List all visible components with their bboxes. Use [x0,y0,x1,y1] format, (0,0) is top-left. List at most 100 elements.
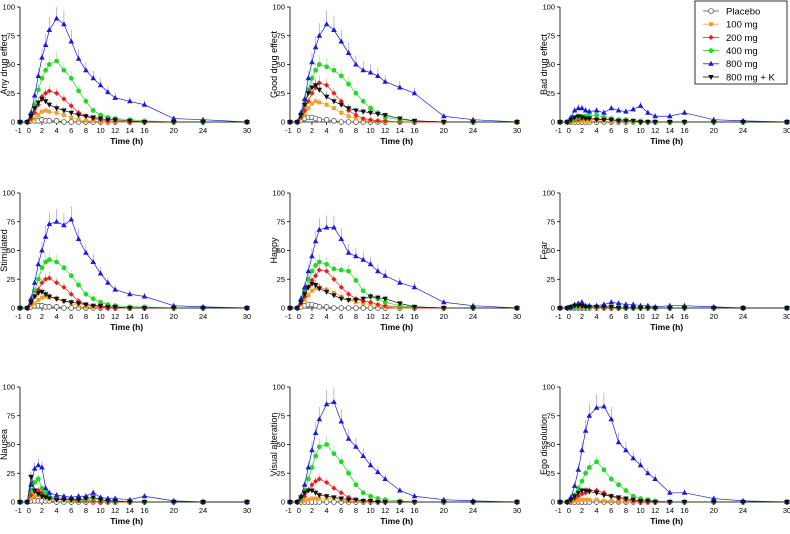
data-point [440,113,447,119]
data-point [579,488,585,494]
x-tick-label: 4 [595,126,599,135]
data-point [360,498,367,504]
x-tick-label: 10 [366,506,374,515]
data-point [127,118,133,124]
data-point [76,117,81,122]
data-point [54,90,60,96]
data-point [105,89,111,95]
data-point [338,119,345,125]
x-tick-label: 4 [325,506,329,515]
data-point [564,120,571,125]
y-tick-label: 50 [7,440,15,449]
x-tick-label: 2 [40,312,44,321]
data-point [39,109,44,114]
data-point [514,500,520,505]
data-point [346,470,351,476]
y-tick-label: 75 [547,411,555,420]
data-point [324,82,330,88]
data-point [345,291,352,297]
data-point [681,500,688,505]
y-tick-label: 0 [281,118,285,127]
data-point [35,276,41,282]
data-point [68,305,75,311]
series-d800k [287,78,520,125]
data-point [43,259,49,265]
data-point [43,67,49,73]
y-tick-label: 0 [281,498,285,507]
x-tick-label: 6 [339,312,343,321]
x-tick-label: 4 [595,506,599,515]
data-point [287,120,293,125]
data-point [141,500,148,505]
x-tick-label: 0 [27,312,31,321]
data-point [170,120,177,125]
data-point [353,108,359,114]
data-point [382,296,388,302]
x-tick-label: 16 [410,506,418,515]
series-d800k [17,93,250,125]
data-point [440,306,447,311]
series-d200 [17,272,250,311]
data-point [375,118,381,124]
data-point [345,497,352,503]
x-tick-label: 10 [636,126,644,135]
x-tick-label: 20 [170,126,178,135]
y-tick-label: 75 [547,31,555,40]
x-tick-label: 14 [396,312,404,321]
x-tick-label: 24 [739,312,747,321]
data-point [710,500,717,505]
x-tick-label: 30 [783,312,790,321]
data-point [39,265,45,271]
data-point [608,299,615,305]
y-tick-label: 100 [542,383,555,392]
data-point [345,249,352,255]
x-tick-label: 6 [609,126,613,135]
data-point [35,491,42,497]
legend-marker [708,8,714,14]
data-point [784,500,790,505]
data-point [309,288,314,293]
x-tick-label: 14 [666,312,674,321]
data-point [32,301,37,306]
data-point [53,15,60,21]
x-tick-label: 16 [410,312,418,321]
y-tick-label: 50 [7,246,15,255]
y-tick-label: 25 [547,469,555,478]
data-point [579,299,585,305]
data-point [105,117,111,123]
x-tick-label: 8 [354,312,358,321]
data-point [338,496,345,502]
data-point [309,90,315,96]
legend-marker [708,60,714,66]
legend-marker [708,34,714,40]
data-point [309,268,315,274]
data-point [740,120,746,125]
x-tick-label: 0 [567,506,571,515]
data-point [586,108,593,114]
data-point [287,306,293,311]
x-tick-label: 14 [126,506,134,515]
y-axis-label: Any drug effect [0,34,9,95]
data-point [90,108,96,113]
data-point [68,291,74,297]
data-point [306,497,311,502]
data-point [382,113,388,119]
data-point [17,306,23,311]
data-point [353,278,359,283]
x-tick-label: 16 [410,126,418,135]
data-point [244,500,250,505]
data-point [608,476,614,482]
data-point [338,38,345,44]
y-tick-label: 25 [277,275,285,284]
data-point [331,276,337,282]
data-point [68,300,75,306]
data-point [331,398,337,404]
y-tick-label: 0 [11,498,15,507]
data-point [353,482,359,488]
data-point [345,297,352,303]
data-point [579,491,585,497]
x-tick-label: -1 [15,126,22,135]
x-axis-label: Time (h) [650,322,683,332]
